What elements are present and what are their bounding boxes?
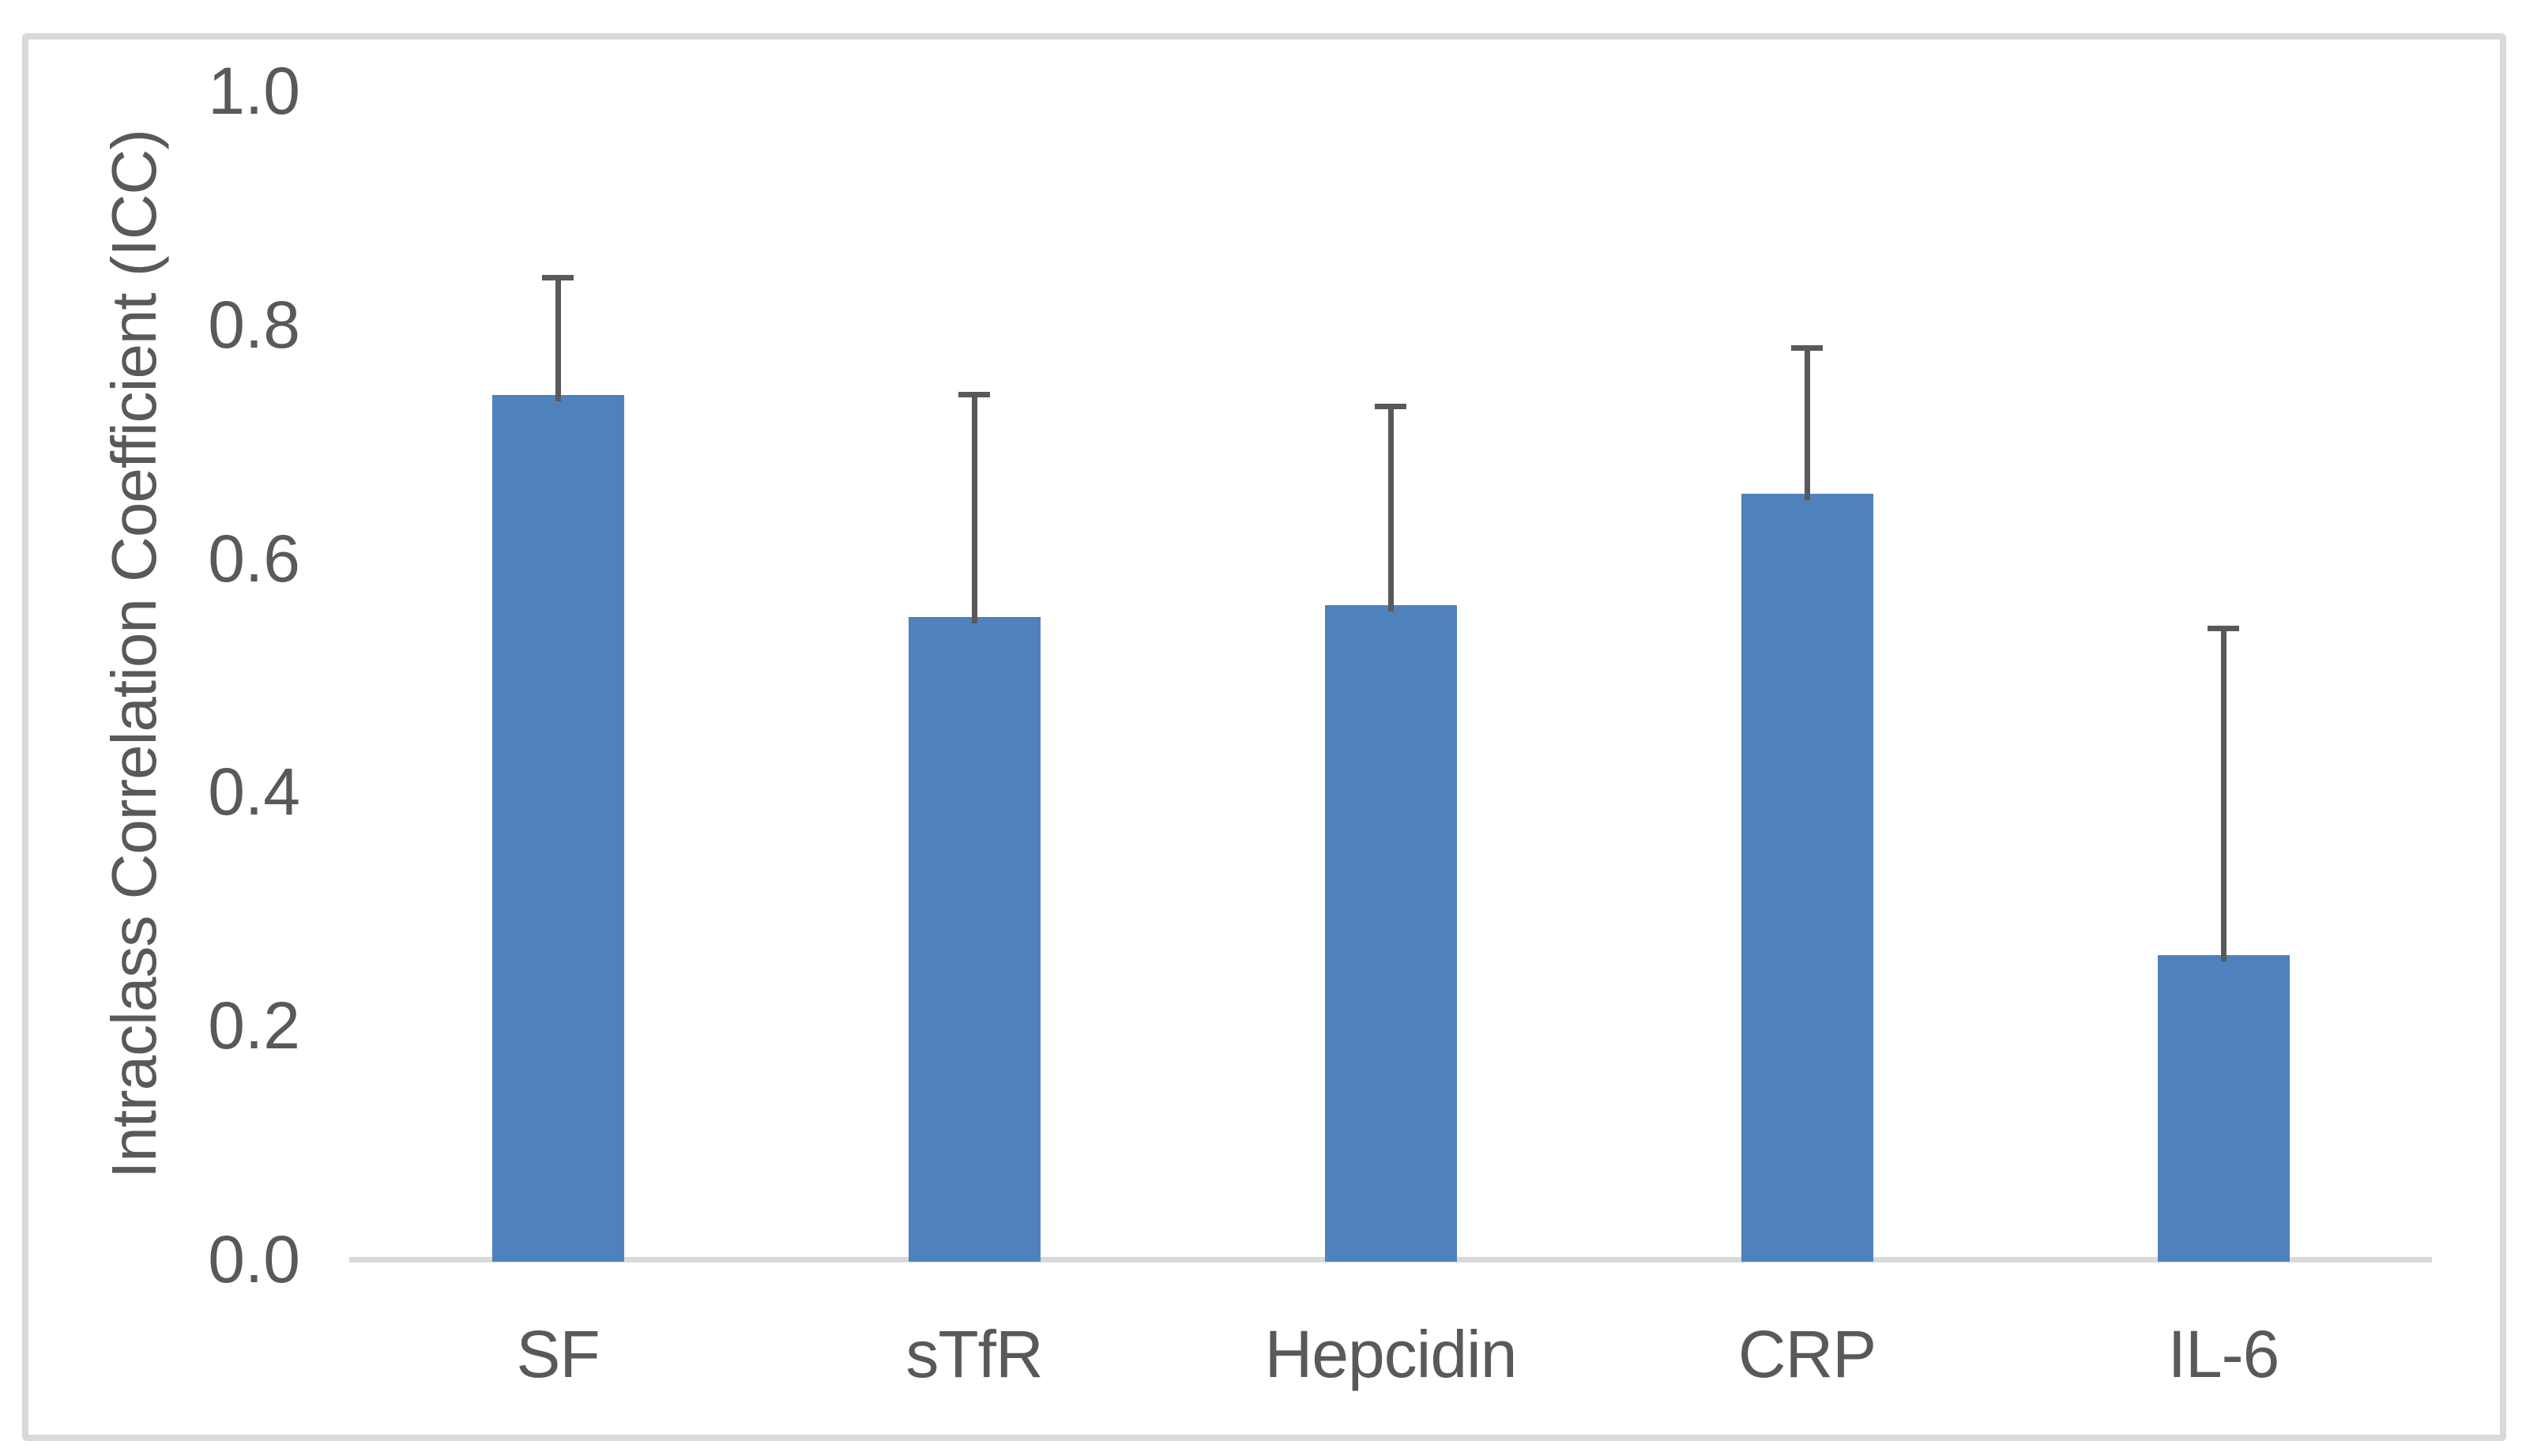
error-bar-cap-SF <box>542 275 574 281</box>
error-bar-line-SF <box>555 277 561 401</box>
y-tick-label-0.6: 0.6 <box>208 521 300 596</box>
x-tick-label-IL-6: IL-6 <box>2167 1317 2280 1391</box>
bar-SF <box>491 394 624 1262</box>
x-tick-label-Hepcidin: Hepcidin <box>1264 1317 1518 1391</box>
y-tick-label-1.0: 1.0 <box>208 54 300 128</box>
x-tick-label-SF: SF <box>516 1317 600 1391</box>
bar-Hepcidin <box>1324 604 1457 1262</box>
figure-border <box>22 33 2506 1441</box>
error-bar-cap-CRP <box>1791 344 1823 351</box>
bar-sTfR <box>908 616 1041 1262</box>
error-bar-cap-IL-6 <box>2208 625 2239 631</box>
y-tick-label-0.4: 0.4 <box>208 754 300 830</box>
x-tick-label-CRP: CRP <box>1737 1317 1876 1391</box>
y-tick-label-0.0: 0.0 <box>208 1222 300 1296</box>
x-tick-label-sTfR: sTfR <box>905 1317 1043 1391</box>
bar-CRP <box>1741 494 1873 1262</box>
error-bar-line-sTfR <box>971 394 977 623</box>
y-tick-label-0.2: 0.2 <box>208 988 300 1063</box>
error-bar-line-IL-6 <box>2220 628 2227 962</box>
bar-IL-6 <box>2157 955 2290 1262</box>
error-bar-line-Hepcidin <box>1387 406 1394 611</box>
error-bar-line-CRP <box>1804 348 1810 501</box>
error-bar-cap-sTfR <box>958 392 990 398</box>
error-bar-cap-Hepcidin <box>1375 403 1406 409</box>
y-tick-label-0.8: 0.8 <box>208 287 300 362</box>
